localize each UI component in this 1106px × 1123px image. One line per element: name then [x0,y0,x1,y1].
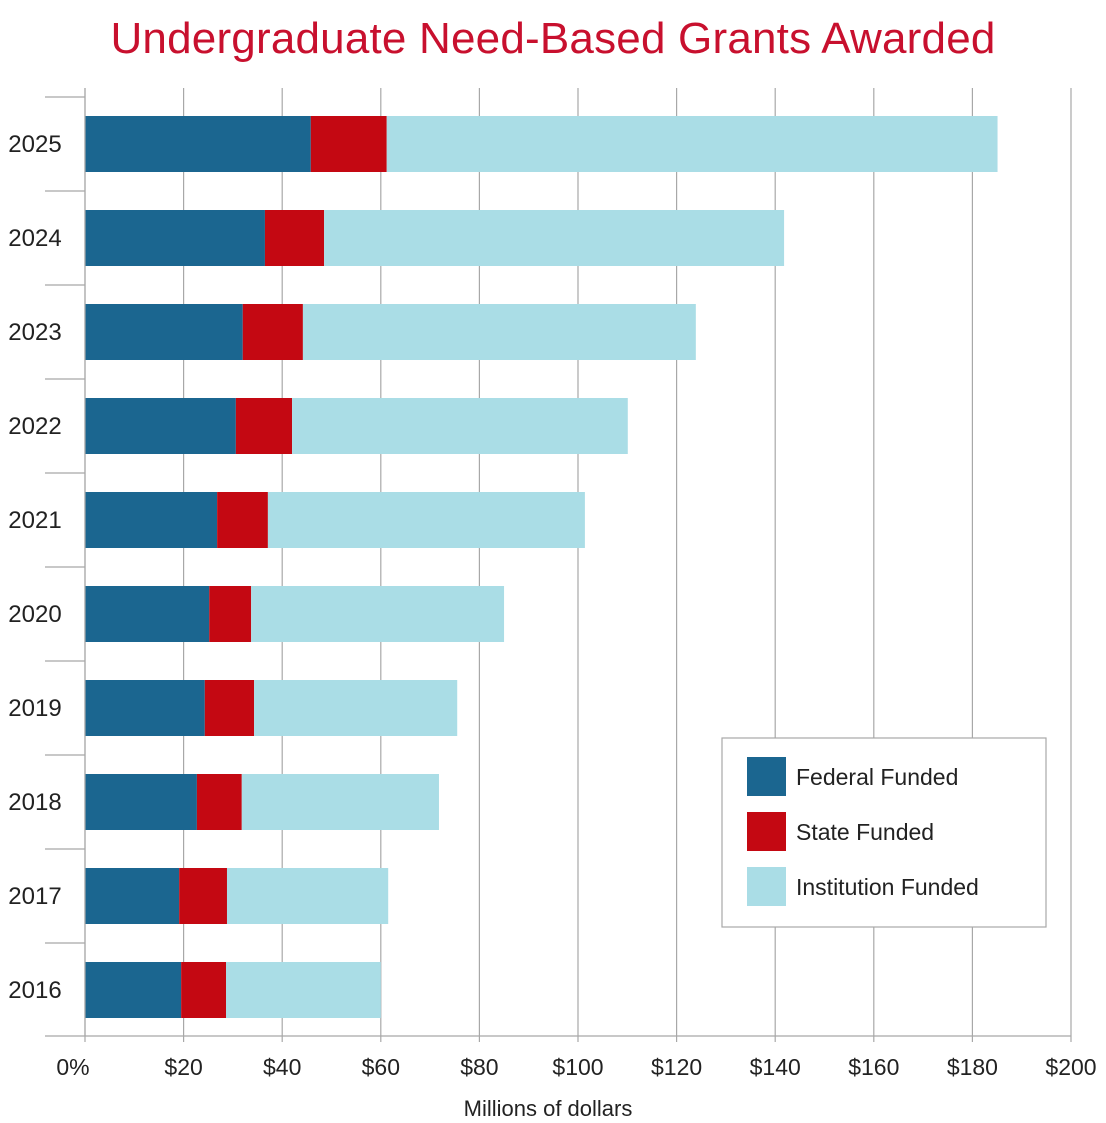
x-tick-label: 0% [56,1054,89,1080]
bar-institution-funded [225,962,381,1018]
x-tick-label: $120 [651,1054,702,1080]
bar-federal-funded [85,398,236,454]
x-tick-label: $40 [263,1054,301,1080]
x-tick-label: $20 [164,1054,202,1080]
y-tick-label: 2019 [8,695,61,722]
bar-state-funded [196,774,242,830]
bar-institution-funded [267,492,585,548]
y-tick-label: 2018 [8,789,61,816]
bar-federal-funded [85,304,243,360]
bar-institution-funded [386,116,998,172]
axes: 0% $20 $40 $60 $80 $100 $120 $140 $160 $180 $200 20… [8,88,1097,1080]
bar-state-funded [310,116,387,172]
y-tick-label: 2022 [8,413,61,440]
bar-institution-funded [302,304,696,360]
bar-institution-funded [292,398,628,454]
x-tick-label: $140 [750,1054,801,1080]
x-tick-label: $160 [848,1054,899,1080]
bar-federal-funded [85,210,265,266]
y-tick-label: 2016 [8,977,61,1004]
legend-label: Federal Funded [796,764,958,790]
y-tick-label: 2020 [8,601,61,628]
x-tick-label: $100 [552,1054,603,1080]
x-axis-label: Millions of dollars [464,1096,633,1121]
bar-institution-funded [226,868,389,924]
legend: Federal Funded State Funded Institution Fu… [721,737,1047,928]
bar-state-funded [235,398,293,454]
legend-swatch [747,757,786,796]
bar-federal-funded [85,962,182,1018]
bar-federal-funded [85,116,311,172]
y-tick-label: 2024 [8,225,61,252]
x-tick-label: $180 [947,1054,998,1080]
y-tick-label: 2025 [8,131,61,158]
bar-institution-funded [251,586,505,642]
bar-federal-funded [85,868,180,924]
y-tick-label: 2021 [8,507,61,534]
bar-state-funded [181,962,226,1018]
x-tick-label: $200 [1045,1054,1096,1080]
legend-swatch [747,812,786,851]
y-tick-label: 2023 [8,319,61,346]
bar-federal-funded [85,680,205,736]
bar-state-funded [179,868,227,924]
bar-state-funded [264,210,325,266]
chart-title: Undergraduate Need-Based Grants Awarded [110,14,996,63]
bar-state-funded [209,586,252,642]
bar-federal-funded [85,586,210,642]
x-tick-label: $80 [460,1054,498,1080]
y-tick-label: 2017 [8,883,61,910]
bars [85,116,998,1018]
bar-federal-funded [85,492,218,548]
legend-label: Institution Funded [796,874,979,900]
legend-swatch [747,867,786,906]
bar-institution-funded [254,680,458,736]
legend-label: State Funded [796,819,934,845]
bar-institution-funded [241,774,439,830]
bar-state-funded [242,304,303,360]
bar-state-funded [217,492,268,548]
bar-state-funded [204,680,255,736]
bar-institution-funded [324,210,785,266]
bar-federal-funded [85,774,197,830]
x-tick-label: $60 [362,1054,400,1080]
